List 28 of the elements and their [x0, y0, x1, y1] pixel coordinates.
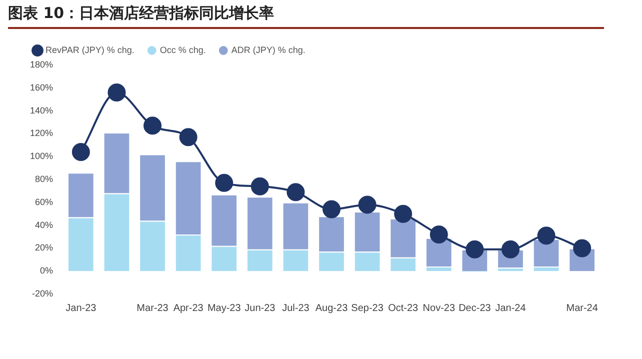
x-tick-label: Aug-23 — [315, 302, 348, 314]
y-tick-label: 60% — [35, 196, 54, 207]
x-tick-label: Apr-23 — [173, 302, 204, 314]
x-tick-label: Jan-24 — [495, 302, 526, 314]
x-tick-label: Jan-23 — [66, 302, 97, 314]
legend-label: RevPAR (JPY) % chg. — [46, 44, 134, 55]
x-tick-label: Mar-24 — [566, 302, 598, 314]
y-tick-label: 0% — [40, 266, 54, 276]
y-tick-label: 140% — [30, 105, 54, 116]
x-tick-label: May-23 — [207, 302, 242, 314]
x-tick-label: Jun-23 — [244, 302, 276, 314]
x-tick-label: Mar-23 — [136, 302, 169, 314]
y-tick-label: -20% — [32, 288, 54, 298]
y-tick-label: 20% — [35, 242, 54, 253]
y-tick-label: 160% — [30, 82, 54, 92]
legend-label: Occ % chg. — [160, 44, 206, 55]
chart-title: 图表 10：日本酒店经营指标同比增长率 — [8, 4, 604, 29]
x-tick-label: Dec-23 — [458, 302, 492, 314]
x-tick-label: Sep-23 — [351, 302, 384, 314]
y-tick-label: 80% — [35, 174, 54, 184]
y-tick-label: 180% — [30, 59, 54, 70]
y-tick-label: 100% — [30, 151, 54, 162]
x-tick-label: Nov-23 — [422, 302, 456, 314]
y-tick-label: 40% — [35, 220, 54, 230]
y-tick-label: 120% — [30, 128, 54, 138]
x-tick-label: Oct-23 — [388, 302, 419, 314]
x-tick-label: Jul-23 — [282, 302, 310, 314]
legend-label: ADR (JPY) % chg. — [231, 44, 306, 55]
